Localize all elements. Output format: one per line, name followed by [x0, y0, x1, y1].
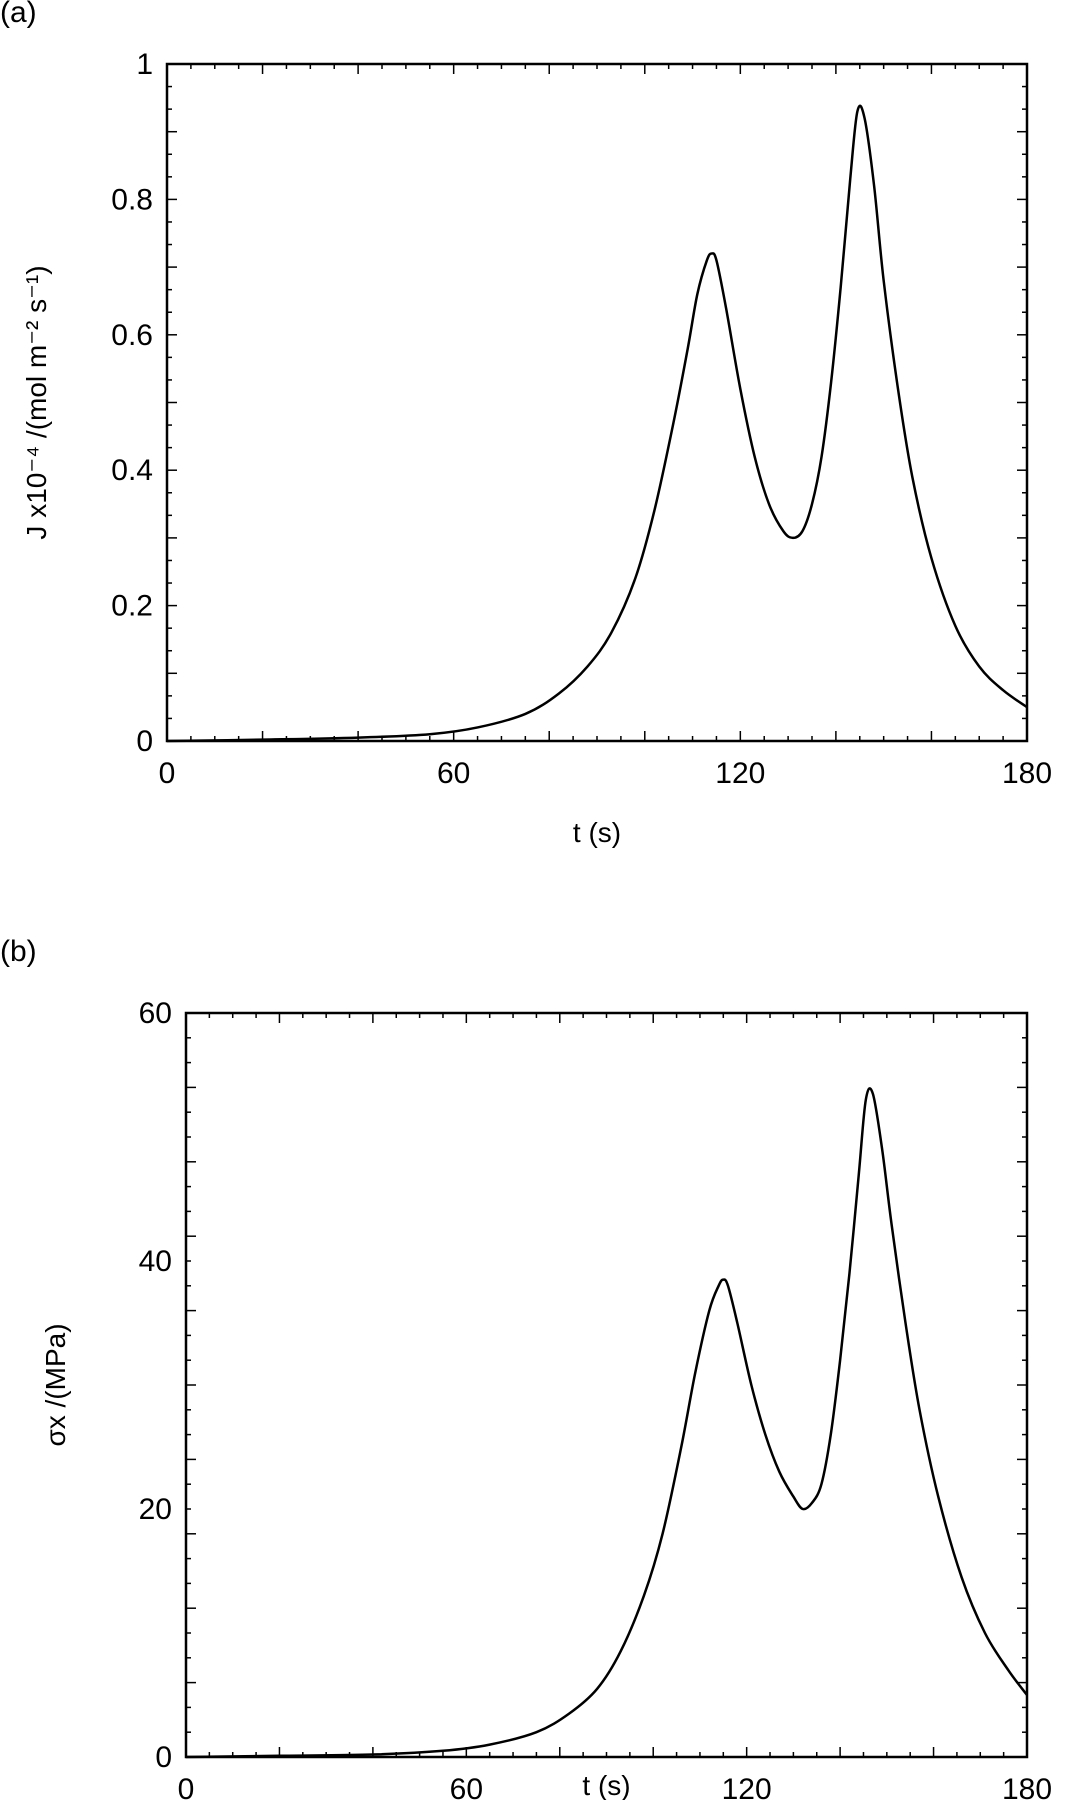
- y-tick-label: 0.6: [111, 319, 153, 352]
- data-line: [185, 1087, 1028, 1759]
- y-tick-label: 1: [136, 48, 153, 81]
- y-tick-label: 0: [155, 1741, 172, 1774]
- x-tick-label: 60: [437, 757, 470, 790]
- x-tick-label: 0: [178, 1773, 195, 1800]
- y-tick-label: 40: [139, 1245, 172, 1278]
- x-tick-label: 0: [159, 757, 176, 790]
- y-axis-title: σx /(MPa): [40, 1323, 71, 1446]
- chart-a-flux: 0 60 120 180 0 0.2 0.4 0.6 0.8 1 t (s) J x10⁻⁴ /(mo…: [21, 48, 1052, 848]
- y-tick-label: 0.8: [111, 183, 153, 216]
- x-axis-title: t (s): [582, 1770, 630, 1800]
- panel-label-a: (a): [0, 0, 37, 29]
- y-tick-label: 60: [139, 997, 172, 1030]
- data-line: [166, 104, 1028, 743]
- y-tick-label: 0: [136, 725, 153, 758]
- y-tick-label: 0.2: [111, 590, 153, 623]
- y-axis-title: J x10⁻⁴ /(mol m⁻² s⁻¹): [21, 265, 52, 539]
- y-tick-label: 20: [139, 1493, 172, 1526]
- x-axis-title: t (s): [573, 817, 621, 848]
- x-tick-label: 120: [715, 757, 765, 790]
- plot-frame: [184, 1011, 1029, 1759]
- x-tick-label: 60: [450, 1773, 483, 1800]
- x-tick-label: 120: [722, 1773, 772, 1800]
- panel-label-b: (b): [0, 935, 37, 968]
- x-tick-label: 180: [1002, 757, 1052, 790]
- x-tick-label: 180: [1002, 1773, 1052, 1800]
- y-tick-label: 0.4: [111, 454, 153, 487]
